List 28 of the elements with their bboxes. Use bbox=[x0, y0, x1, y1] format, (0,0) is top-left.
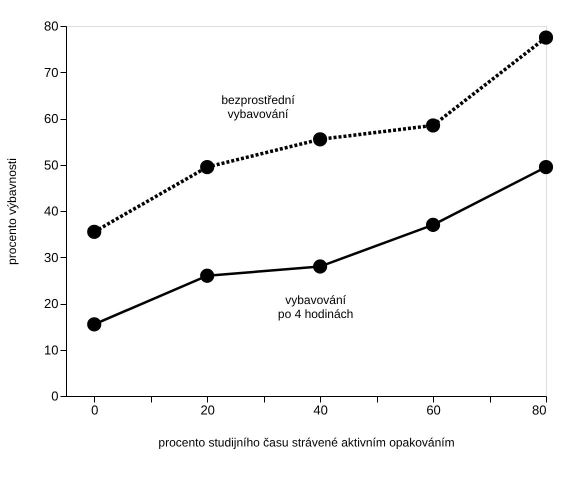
point bbox=[538, 160, 554, 174]
x-tick-label: 40 bbox=[313, 402, 328, 418]
y-axis-title: procento výbavnosti bbox=[5, 158, 20, 265]
x-tick-label: 0 bbox=[91, 402, 98, 418]
point bbox=[538, 30, 554, 45]
x-tick-label: 60 bbox=[426, 402, 441, 418]
y-tick-label: 30 bbox=[44, 250, 58, 265]
annotation: bezprostřední vybavování bbox=[221, 93, 296, 121]
x-tick-label: 20 bbox=[200, 402, 215, 418]
y-tick-label: 20 bbox=[44, 296, 58, 311]
x-axis-title: procento studijního času strávené aktivním opakováním bbox=[158, 436, 455, 450]
point bbox=[87, 224, 102, 239]
x-tick-label: 80 bbox=[532, 402, 546, 418]
point bbox=[426, 218, 440, 232]
point bbox=[200, 160, 214, 174]
y-tick-label: 50 bbox=[44, 157, 58, 172]
point bbox=[313, 259, 328, 274]
annotation: vybavování po 4 hodinách bbox=[278, 292, 354, 321]
y-tick-label: 60 bbox=[44, 111, 58, 126]
point bbox=[87, 317, 102, 332]
y-tick-label: 10 bbox=[44, 342, 58, 358]
point bbox=[313, 132, 328, 146]
point bbox=[426, 118, 440, 132]
point bbox=[200, 268, 214, 283]
y-tick-label: 80 bbox=[44, 18, 58, 34]
y-tick-label: 40 bbox=[44, 204, 58, 218]
y-tick-label: 70 bbox=[44, 64, 58, 80]
y-tick-label: 0 bbox=[51, 388, 58, 404]
